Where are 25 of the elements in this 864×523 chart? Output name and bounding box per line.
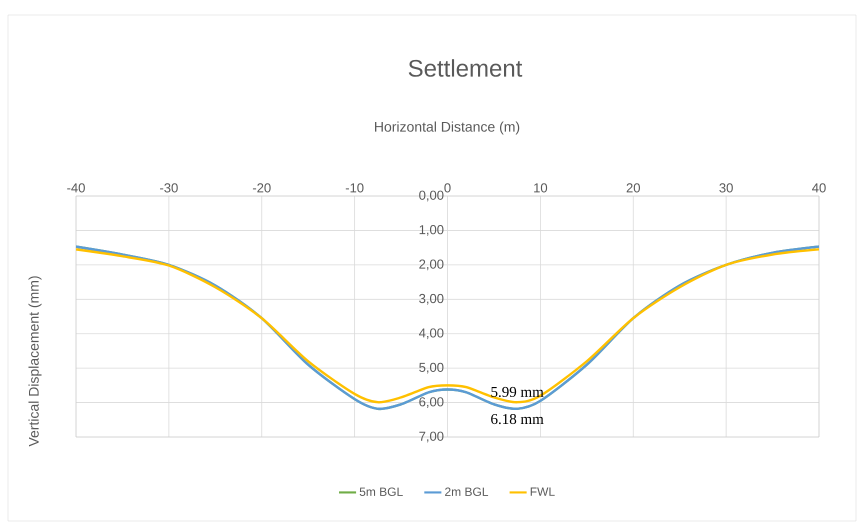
legend-label: 2m BGL: [445, 488, 488, 496]
y-tick-label: 0,00: [419, 190, 444, 202]
x-tick-label: -20: [252, 183, 271, 192]
x-axis-title: Horizontal Distance (m): [375, 121, 520, 135]
x-tick-label: -40: [67, 183, 85, 192]
y-tick-label: 3,00: [419, 294, 444, 305]
y-tick-label: 5,00: [419, 362, 444, 374]
chart-title: Settlement: [408, 59, 522, 77]
x-tick-label: -10: [346, 183, 364, 192]
y-tick-label: 4,00: [418, 328, 444, 340]
x-tick-label: -30: [160, 183, 178, 192]
y-tick-label: 6,00: [419, 397, 444, 408]
x-tick-label: 30: [719, 183, 733, 192]
y-tick-label: 2,00: [419, 259, 444, 270]
y-axis-title: Vertical Displacement (mm): [28, 276, 42, 447]
y-tick-label: 1,00: [420, 225, 444, 236]
y-tick-label: 7,00: [419, 432, 444, 442]
legend-label: 5m BGL: [360, 488, 403, 496]
x-tick-label: 0: [444, 183, 451, 192]
x-tick-label: 20: [626, 183, 640, 192]
legend-label: FWL: [530, 488, 555, 496]
x-tick-label: 10: [534, 183, 548, 192]
x-tick-label: 40: [812, 183, 826, 192]
annotation: 5.99 mm: [491, 386, 544, 398]
annotation: 6.18 mm: [491, 414, 544, 424]
